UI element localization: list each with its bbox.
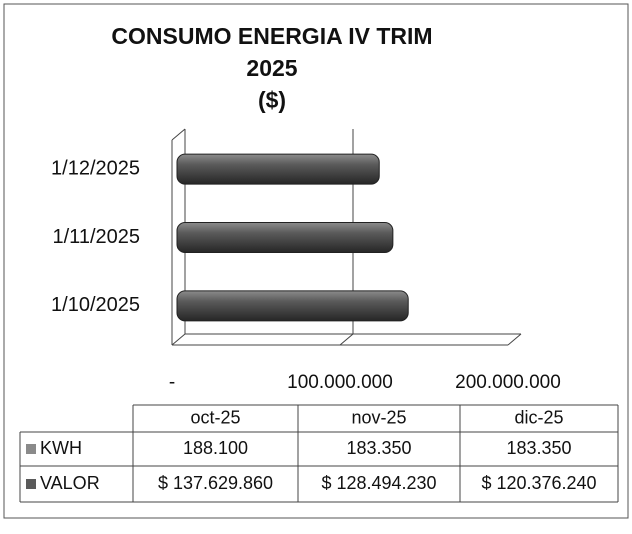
- legend-label: VALOR: [40, 473, 100, 493]
- table-header: nov-25: [351, 407, 406, 427]
- table-cell: $ 120.376.240: [481, 473, 596, 493]
- bar: [177, 154, 379, 184]
- y-tick-label: 1/11/2025: [53, 226, 141, 248]
- x-tick-label: -: [169, 372, 175, 393]
- legend-key: [26, 479, 36, 489]
- table-cell: $ 137.629.860: [158, 473, 273, 493]
- x-tick-label: 200.000.000: [455, 372, 561, 393]
- legend-label: KWH: [40, 438, 82, 458]
- legend-key: [26, 444, 36, 454]
- chart-title: ($): [258, 87, 286, 113]
- table-header: oct-25: [190, 407, 240, 427]
- bar: [177, 291, 408, 321]
- table-cell: 183.350: [506, 438, 571, 458]
- bar: [177, 223, 393, 253]
- chart-title: CONSUMO ENERGIA IV TRIM: [111, 23, 432, 49]
- table-cell: $ 128.494.230: [321, 473, 436, 493]
- y-tick-label: 1/10/2025: [51, 294, 140, 316]
- table-cell: 188.100: [183, 438, 248, 458]
- y-tick-label: 1/12/2025: [51, 157, 140, 179]
- chart-title: 2025: [246, 55, 297, 81]
- x-tick-label: 100.000.000: [287, 372, 393, 393]
- table-cell: 183.350: [346, 438, 411, 458]
- table-header: dic-25: [514, 407, 563, 427]
